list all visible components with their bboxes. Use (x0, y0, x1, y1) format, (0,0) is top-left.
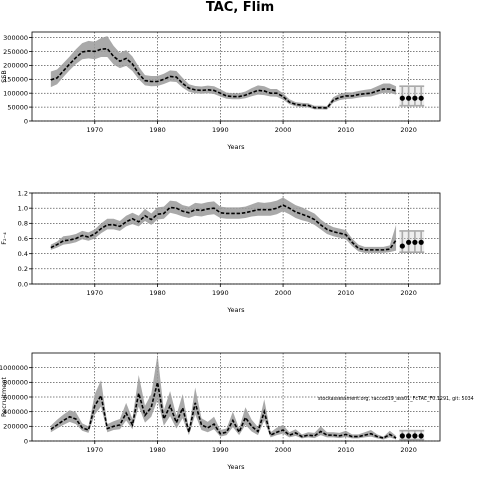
y-tick-label: 300000 (3, 34, 28, 42)
median-line (50, 204, 397, 251)
y-axis-title: SSB (0, 70, 8, 83)
y-tick-label: 200000 (3, 423, 28, 431)
y-tick-label: 0.0 (18, 280, 28, 288)
page-title: TAC, Flim (205, 0, 275, 15)
x-tick-label: 1980 (149, 289, 166, 297)
y-tick-label: 0.6 (18, 235, 28, 243)
forecast-point (412, 239, 418, 245)
x-tick-label: 1970 (86, 289, 103, 297)
x-tick-label: 2020 (400, 446, 417, 454)
y-tick-label: 1.0 (18, 204, 28, 212)
x-tick-label: 1990 (212, 446, 229, 454)
forecast-band (399, 230, 425, 253)
forecast-band (399, 430, 425, 440)
y-tick-label: 250000 (3, 48, 28, 56)
y-tick-label: 150000 (3, 76, 28, 84)
y-tick-label: 400000 (3, 408, 28, 416)
forecast-point (418, 95, 424, 101)
forecast-band (399, 86, 425, 106)
x-axis-title: Years (226, 463, 245, 471)
annotation-text: stockassessment.org, raccod19_ass01_FcTA… (318, 396, 474, 402)
x-tick-label: 1970 (86, 126, 103, 134)
x-tick-label: 1990 (212, 289, 229, 297)
x-tick-label: 2020 (400, 289, 417, 297)
y-tick-label: 600000 (3, 393, 28, 401)
y-tick-label: 0.4 (18, 250, 28, 258)
y-tick-label: 1000000 (0, 364, 28, 372)
y-tick-label: 1.2 (18, 189, 28, 197)
median-line (50, 382, 397, 439)
confidence-band (50, 36, 397, 110)
x-tick-label: 2020 (400, 126, 417, 134)
x-tick-label: 2010 (338, 446, 355, 454)
x-tick-label: 1980 (149, 446, 166, 454)
forecast-point (406, 433, 412, 439)
forecast-point (399, 433, 405, 439)
forecast-point (406, 95, 412, 101)
forecast-point (406, 239, 412, 245)
forecast-point (412, 433, 418, 439)
forecast-point (399, 243, 405, 249)
y-tick-label: 200000 (3, 62, 28, 70)
y-tick-label: 50000 (7, 103, 28, 111)
x-tick-label: 2010 (338, 289, 355, 297)
y-axis-title: Recruitment (0, 377, 8, 417)
forecast-point (412, 95, 418, 101)
forecast-point (418, 433, 424, 439)
fishing-mortality-panel: 1970 1980 1990 2000 2010 2020 0.0 0.2 0.4 0.6 0.8 1… (0, 189, 441, 314)
x-axis-title: Years (226, 306, 245, 314)
y-tick-label: 800000 (3, 379, 28, 387)
plot-frame (31, 31, 441, 122)
y-tick-label: 0 (24, 437, 28, 445)
x-tick-label: 1980 (149, 126, 166, 134)
x-tick-label: 2000 (275, 126, 292, 134)
ssb-panel: 1970 1980 1990 2000 2010 2020 0 50000 100000 1500… (0, 31, 441, 151)
x-tick-label: 2000 (275, 446, 292, 454)
y-axis-title: F₂₋₄ (0, 232, 8, 245)
forecast-point (399, 95, 405, 101)
y-tick-label: 0.8 (18, 220, 28, 228)
median-line (50, 47, 397, 109)
x-axis-title: Years (226, 143, 245, 151)
confidence-band (50, 354, 397, 440)
x-tick-label: 2000 (275, 289, 292, 297)
forecast-point (418, 239, 424, 245)
x-tick-label: 1970 (86, 446, 103, 454)
x-tick-label: 1990 (212, 126, 229, 134)
confidence-band (50, 197, 397, 253)
y-tick-label: 0 (24, 117, 28, 125)
x-tick-label: 2010 (338, 126, 355, 134)
recruitment-panel: 1970 1980 1990 2000 2010 2020 0 200000 400000 600… (0, 352, 474, 471)
y-tick-label: 100000 (3, 89, 28, 97)
y-tick-label: 0.2 (18, 265, 28, 273)
